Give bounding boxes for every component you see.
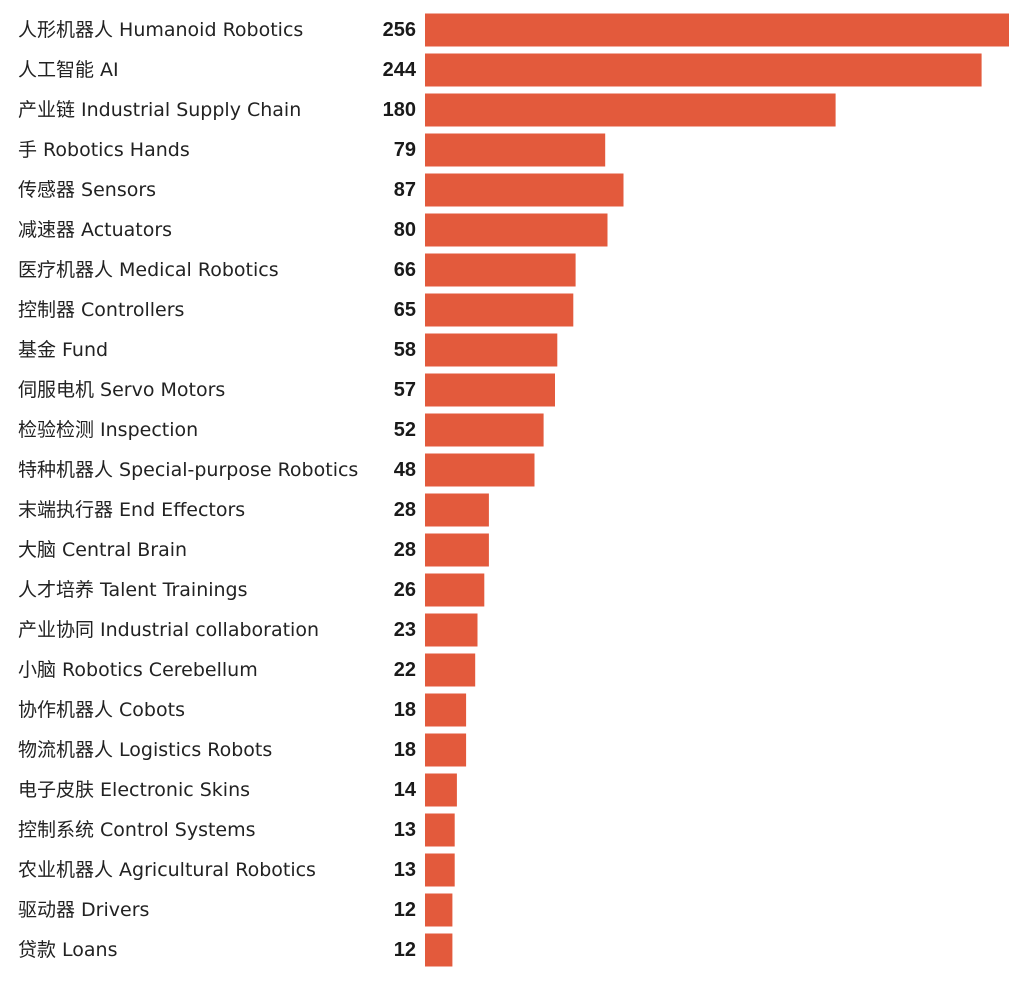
category-label: 末端执行器 End Effectors	[18, 499, 245, 521]
bar	[425, 693, 467, 727]
value-label: 13	[394, 859, 416, 881]
value-label: 12	[394, 899, 416, 921]
value-label: 18	[394, 739, 416, 761]
value-label: 57	[394, 379, 416, 401]
value-label: 18	[394, 699, 416, 721]
bar	[425, 213, 608, 247]
category-label: 人工智能 AI	[18, 59, 119, 81]
bar	[425, 893, 453, 927]
bar	[425, 813, 455, 847]
bar	[425, 13, 1009, 47]
category-label: 减速器 Actuators	[18, 219, 172, 241]
category-label: 小脑 Robotics Cerebellum	[18, 659, 258, 681]
category-label: 控制器 Controllers	[18, 299, 184, 321]
bar	[425, 253, 576, 287]
value-label: 65	[394, 299, 416, 321]
category-label: 传感器 Sensors	[18, 179, 156, 201]
category-label: 产业链 Industrial Supply Chain	[18, 99, 301, 121]
bar	[425, 93, 836, 127]
bar	[425, 453, 535, 487]
category-label: 人形机器人 Humanoid Robotics	[18, 19, 303, 41]
bar	[425, 333, 558, 367]
category-label: 物流机器人 Logistics Robots	[18, 739, 272, 761]
bar	[425, 933, 453, 967]
category-label: 人才培养 Talent Trainings	[18, 579, 248, 601]
category-label: 协作机器人 Cobots	[18, 699, 185, 721]
category-label: 农业机器人 Agricultural Robotics	[18, 859, 316, 881]
value-label: 28	[394, 499, 416, 521]
category-label: 手 Robotics Hands	[18, 139, 190, 161]
category-label: 特种机器人 Special-purpose Robotics	[18, 459, 358, 481]
value-label: 244	[383, 59, 417, 81]
bar	[425, 613, 478, 647]
category-label: 电子皮肤 Electronic Skins	[18, 779, 250, 801]
value-label: 256	[383, 19, 416, 41]
bar	[425, 573, 485, 607]
bar	[425, 293, 574, 327]
bar	[425, 413, 544, 447]
bar	[425, 853, 455, 887]
value-label: 26	[394, 579, 416, 601]
value-label: 48	[394, 459, 416, 481]
value-label: 80	[394, 219, 416, 241]
value-label: 22	[394, 659, 416, 681]
value-label: 180	[383, 99, 416, 121]
value-label: 14	[394, 779, 417, 801]
value-label: 12	[394, 939, 416, 961]
bar	[425, 493, 489, 527]
bar	[425, 53, 982, 87]
bar	[425, 133, 606, 167]
bar	[425, 653, 476, 687]
category-label: 伺服电机 Servo Motors	[18, 379, 225, 401]
category-label: 产业协同 Industrial collaboration	[18, 619, 319, 641]
category-label: 检验检测 Inspection	[18, 419, 198, 441]
bar	[425, 373, 555, 407]
value-label: 58	[394, 339, 416, 361]
category-label: 驱动器 Drivers	[18, 899, 149, 921]
category-label: 大脑 Central Brain	[18, 539, 187, 561]
value-label: 66	[394, 259, 416, 281]
value-label: 79	[394, 139, 416, 161]
bar	[425, 733, 467, 767]
value-label: 13	[394, 819, 416, 841]
bar	[425, 533, 489, 567]
value-label: 52	[394, 419, 416, 441]
value-label: 23	[394, 619, 416, 641]
category-label: 医疗机器人 Medical Robotics	[18, 259, 279, 281]
bar	[425, 173, 624, 207]
bar	[425, 773, 457, 807]
category-label: 控制系统 Control Systems	[18, 819, 256, 841]
category-label: 贷款 Loans	[18, 939, 118, 961]
value-label: 28	[394, 539, 416, 561]
value-label: 87	[394, 179, 416, 201]
category-label: 基金 Fund	[18, 339, 108, 361]
